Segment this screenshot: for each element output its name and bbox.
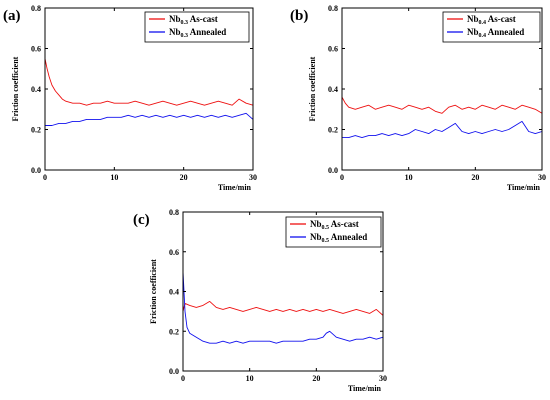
- y-tick-label-3-0: 0.0: [169, 367, 179, 376]
- x-tick-label-1-1: 10: [110, 173, 118, 182]
- series-line-1-annealed: [45, 112, 254, 126]
- x-tick-label-2-2: 20: [471, 173, 479, 182]
- legend-entry-2-0: Nb0.4 As-cast: [467, 14, 516, 26]
- y-tick-label-1-1: 0.2: [31, 126, 41, 135]
- legend-box-2: [442, 11, 541, 43]
- x-tick-label-1-3: 30: [249, 173, 257, 182]
- y-tick-label-3-2: 0.4: [169, 288, 179, 297]
- x-axis-label-1: Time/min: [218, 183, 252, 192]
- y-tick-label-3-3: 0.6: [169, 248, 179, 257]
- x-tick-label-2-3: 30: [538, 173, 546, 182]
- y-tick-label-2-3: 0.6: [328, 45, 338, 54]
- y-tick-label-1-3: 0.6: [31, 45, 41, 54]
- y-tick-label-2-4: 0.8: [328, 4, 338, 13]
- y-axis-label-1: Friction coefficient: [11, 56, 20, 121]
- x-tick-label-3-1: 10: [246, 374, 254, 383]
- x-axis-label-2: Time/min: [507, 183, 541, 192]
- x-tick-label-1-0: 0: [43, 173, 47, 182]
- series-line-3-annealed: [182, 271, 384, 344]
- chart-panel-2: (b) 0 10 20 30 0.0 0.2 0.4 0.6 0.8 Time/min Frictio…: [290, 4, 546, 192]
- legend-entry-3-0: Nb0.5 As-cast: [310, 219, 359, 231]
- legend-entry-2-1: Nb0.4 Annealed: [467, 27, 524, 39]
- y-tick-label-3-1: 0.2: [169, 327, 179, 336]
- x-tick-label-2-1: 10: [405, 173, 413, 182]
- x-tick-label-3-0: 0: [181, 374, 185, 383]
- legend-entry-1-0: Nb0.3 As-cast: [169, 14, 218, 26]
- chart-panel-1: (a) 0 10 20 30 0.0 0.2 0.4 0.6 0.8 Time/min Frictio…: [3, 4, 257, 192]
- y-tick-label-1-2: 0.4: [31, 85, 41, 94]
- legend-entry-1-1: Nb0.3 Annealed: [169, 27, 226, 39]
- panel-label-2: (b): [290, 8, 308, 24]
- panel-label-3: (c): [133, 212, 150, 228]
- y-axis-label-2: Friction coefficient: [308, 56, 317, 121]
- x-tick-label-1-2: 20: [180, 173, 188, 182]
- y-tick-label-1-4: 0.8: [31, 4, 41, 13]
- x-tick-label-3-2: 20: [312, 374, 320, 383]
- legend-entry-3-1: Nb0.5 Annealed: [310, 232, 367, 244]
- panel-label-1: (a): [3, 8, 21, 24]
- y-axis-label-3: Friction coefficient: [149, 259, 158, 324]
- x-tick-label-3-3: 30: [379, 374, 387, 383]
- y-tick-label-2-0: 0.0: [328, 166, 338, 175]
- series-line-2-as-cast: [341, 96, 543, 114]
- y-tick-label-2-2: 0.4: [328, 85, 338, 94]
- y-tick-label-2-1: 0.2: [328, 126, 338, 135]
- x-axis-label-3: Time/min: [348, 384, 382, 393]
- legend-box-1: [144, 11, 250, 43]
- legend-box-3: [285, 216, 382, 248]
- x-tick-label-2-0: 0: [340, 173, 344, 182]
- series-line-2-annealed: [342, 120, 543, 139]
- y-tick-label-3-4: 0.8: [169, 208, 179, 217]
- series-line-3-as-cast: [182, 300, 384, 316]
- series-line-1-as-cast: [44, 58, 254, 106]
- y-tick-label-1-0: 0.0: [31, 166, 41, 175]
- chart-panel-3: (c) 0 10 20 30 0.0 0.2 0.4 0.6 0.8 Time/min Frictio…: [133, 208, 387, 393]
